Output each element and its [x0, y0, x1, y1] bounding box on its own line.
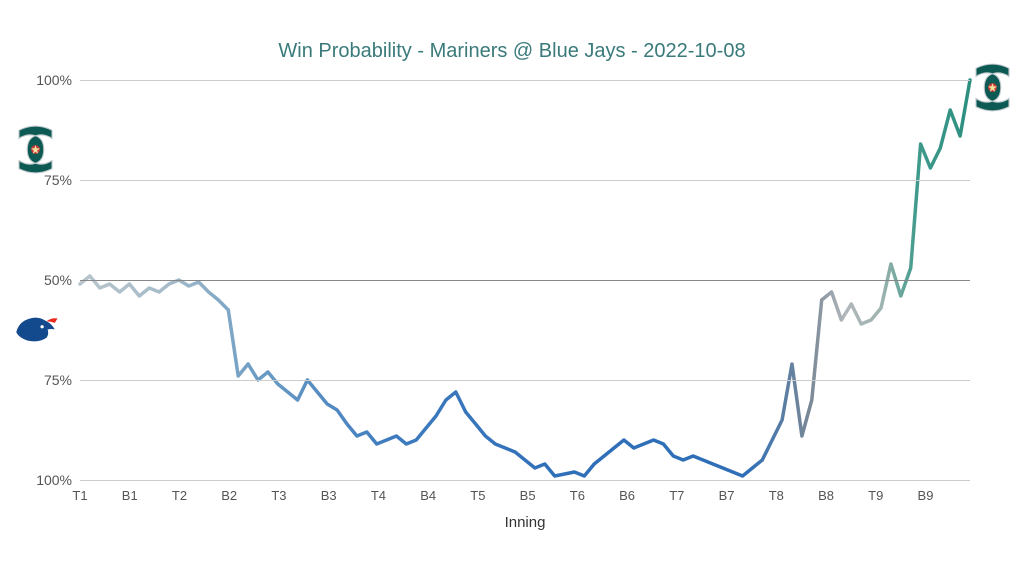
- x-tick-label: T7: [669, 488, 684, 503]
- y-tick-label: 100%: [36, 72, 72, 88]
- chart-title: Win Probability - Mariners @ Blue Jays -…: [0, 40, 1024, 63]
- x-tick-label: T8: [769, 488, 784, 503]
- mariners-logo-icon: [965, 60, 1020, 115]
- x-tick-label: B5: [520, 488, 536, 503]
- gridline: [80, 80, 970, 81]
- midline: [80, 280, 970, 281]
- y-tick-label: 100%: [36, 472, 72, 488]
- x-tick-label: B7: [719, 488, 735, 503]
- x-tick-label: B1: [122, 488, 138, 503]
- plot-area: 100%75%50%75%100%T1B1T2B2T3B3T4B4T5B5T6B…: [80, 80, 970, 480]
- x-tick-label: B3: [321, 488, 337, 503]
- x-tick-label: B2: [221, 488, 237, 503]
- win-probability-chart: Win Probability - Mariners @ Blue Jays -…: [0, 0, 1024, 576]
- x-tick-label: T9: [868, 488, 883, 503]
- x-tick-label: T2: [172, 488, 187, 503]
- bluejays-logo-icon: [8, 302, 63, 357]
- x-tick-label: B6: [619, 488, 635, 503]
- gridline: [80, 480, 970, 481]
- gridline: [80, 380, 970, 381]
- x-axis-label: Inning: [505, 514, 546, 531]
- x-tick-label: B9: [918, 488, 934, 503]
- x-tick-label: B8: [818, 488, 834, 503]
- x-tick-label: T6: [570, 488, 585, 503]
- y-tick-label: 75%: [44, 372, 72, 388]
- mariners-logo-icon: [8, 122, 63, 177]
- x-tick-label: T4: [371, 488, 386, 503]
- x-tick-label: T1: [72, 488, 87, 503]
- x-tick-label: B4: [420, 488, 436, 503]
- gridline: [80, 180, 970, 181]
- y-tick-label: 50%: [44, 272, 72, 288]
- x-tick-label: T5: [470, 488, 485, 503]
- x-tick-label: T3: [271, 488, 286, 503]
